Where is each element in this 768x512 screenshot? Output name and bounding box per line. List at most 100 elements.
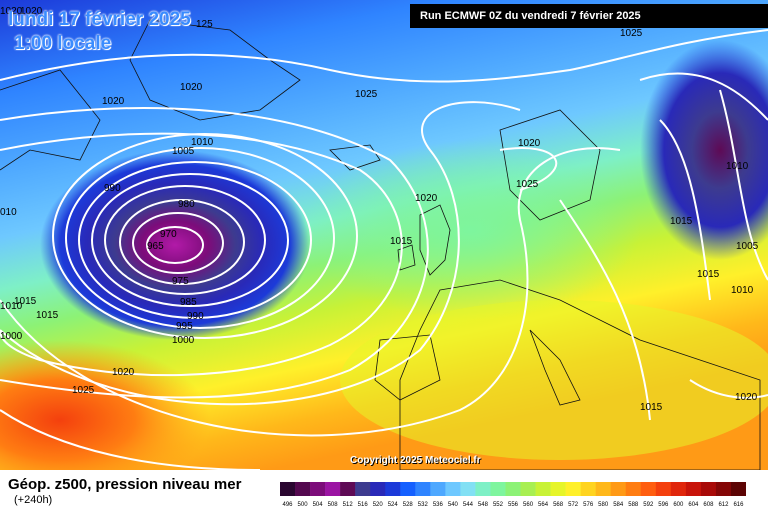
- isobar-1015-east: [659, 119, 711, 301]
- scale-swatch: [685, 482, 702, 496]
- isobar-label: 125: [196, 19, 213, 30]
- scale-swatch: [625, 482, 642, 496]
- scale-tick-label: 600: [673, 502, 684, 508]
- scale-tick-label: 544: [463, 502, 474, 508]
- isobar-label: 970: [160, 229, 177, 240]
- isobar-1020-se: [689, 379, 768, 399]
- scale-tick-label: 572: [568, 502, 579, 508]
- scale-tick-label: 556: [508, 502, 519, 508]
- scale-swatch: [640, 482, 657, 496]
- isobar-label: 1020: [735, 392, 758, 403]
- scale-tick-label: 500: [298, 502, 309, 508]
- isobar-985: [91, 173, 289, 307]
- isobar-label: 1010: [731, 285, 754, 296]
- map-canvas: 1020 1020 1020 1025 1025 1010 1005 990 9…: [0, 0, 768, 470]
- isobar-label: 1015: [36, 310, 59, 321]
- isobar-995: [65, 147, 335, 329]
- isobar-label: 1005: [736, 241, 759, 252]
- isobar-label: 1020: [112, 367, 135, 378]
- scale-swatch: [610, 482, 627, 496]
- scale-swatch: [565, 482, 581, 496]
- scale-swatch: [550, 482, 566, 496]
- copyright-notice: Copyright 2025 Meteociel.fr: [350, 455, 481, 466]
- isobar-label: 1010: [0, 301, 23, 312]
- isobar-label: 990: [187, 311, 204, 322]
- isobar-1025-south: [0, 409, 261, 470]
- isobar-label: 1015: [390, 236, 413, 247]
- isobar-1020-scand: [499, 147, 558, 191]
- scale-tick-label: 504: [313, 502, 324, 508]
- scale-tick-label: 520: [373, 502, 384, 508]
- scale-tick-label: 604: [688, 502, 699, 508]
- scale-tick-label: 528: [403, 502, 414, 508]
- isobar-label: 1020: [518, 138, 541, 149]
- scale-swatch: [460, 482, 476, 496]
- isobar-1005: [0, 132, 403, 377]
- isobar-label: 965: [147, 241, 164, 252]
- isobar-label: 1020: [180, 82, 203, 93]
- scale-tick-label: 536: [433, 502, 444, 508]
- scale-swatch: [475, 482, 491, 496]
- scale-swatch: [370, 482, 386, 496]
- isobar-970: [132, 212, 224, 274]
- scale-swatch: [715, 482, 732, 496]
- scale-tick-label: 568: [553, 502, 564, 508]
- scale-tick-label: 612: [718, 502, 729, 508]
- scale-tick-label: 540: [448, 502, 459, 508]
- iberia-coast: [374, 334, 441, 401]
- isobar-label: 995: [176, 321, 193, 332]
- scale-tick-label: 576: [583, 502, 594, 508]
- italy-coast: [529, 329, 581, 406]
- subtropical-ridge: [340, 300, 768, 460]
- scale-swatch: [670, 482, 687, 496]
- scale-swatch: [505, 482, 521, 496]
- isobar-1015: [0, 101, 521, 406]
- scale-tick-label: 608: [703, 502, 714, 508]
- scale-swatch: [340, 482, 356, 496]
- greenland-coast: [129, 19, 301, 121]
- scale-swatch: [325, 482, 341, 496]
- scale-tick-label: 548: [478, 502, 489, 508]
- isobar-1005-east: [719, 89, 768, 281]
- isobar-965: [146, 226, 204, 264]
- eastern-trough: [640, 40, 768, 260]
- scale-swatch: [700, 482, 717, 496]
- scale-tick-label: 524: [388, 502, 399, 508]
- isobar-label: 1020: [415, 193, 438, 204]
- isobar-label: 1000: [172, 335, 195, 346]
- isobar-label: 1025: [620, 28, 643, 39]
- scale-tick-label: 564: [538, 502, 549, 508]
- isobar-975: [119, 199, 245, 285]
- isobar-label: 1010: [191, 137, 214, 148]
- scale-swatch: [520, 482, 536, 496]
- scale-swatch: [400, 482, 416, 496]
- isobar-label: 1010: [726, 161, 749, 172]
- scale-tick-label: 516: [358, 502, 369, 508]
- scandinavia-coast: [499, 109, 601, 221]
- isobar-label: 980: [178, 199, 195, 210]
- canada-coast: [0, 69, 101, 171]
- scale-swatch: [490, 482, 506, 496]
- scale-swatch: [535, 482, 551, 496]
- scale-tick-label: 588: [628, 502, 639, 508]
- scale-swatch: [385, 482, 401, 496]
- britain-coast: [419, 204, 451, 276]
- isobar-label: 1015: [697, 269, 720, 280]
- isobar-1010: [0, 107, 429, 399]
- isobar-label: 010: [0, 207, 17, 218]
- scale-tick-label: 592: [643, 502, 654, 508]
- ridge-zone: [300, 140, 640, 320]
- isobar-lines: [0, 29, 768, 470]
- isobar-label: 1020: [0, 6, 23, 17]
- color-scale: 496 500 504 508 512 516 520 524 528 532 536 540 544 5…: [280, 482, 746, 508]
- scale-swatch: [730, 482, 746, 496]
- run-info-banner: Run ECMWF 0Z du vendredi 7 février 2025: [410, 4, 768, 28]
- legend-subtitle: (+240h): [14, 494, 53, 506]
- isobar-label: 990: [104, 183, 121, 194]
- isobar-1010-east: [639, 72, 768, 121]
- scale-swatch: [595, 482, 612, 496]
- scale-tick-label: 596: [658, 502, 669, 508]
- scale-swatch: [355, 482, 371, 496]
- isobar-980: [104, 185, 266, 295]
- isobar-label: 1015: [640, 402, 663, 413]
